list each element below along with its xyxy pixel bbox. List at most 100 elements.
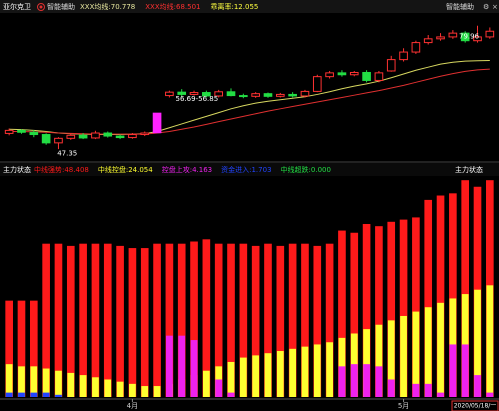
bar bbox=[227, 243, 235, 397]
legend-entry: 资金进入:1.703 bbox=[221, 165, 271, 174]
candle-body bbox=[485, 30, 495, 38]
candle-body bbox=[78, 134, 88, 139]
bar bbox=[129, 383, 136, 397]
bar bbox=[412, 217, 420, 397]
bar bbox=[190, 340, 198, 397]
legend-entry: 中线强势:48.408 bbox=[34, 165, 89, 174]
bar bbox=[486, 392, 494, 397]
indicator-side-label[interactable]: 智能辅助 bbox=[446, 2, 474, 11]
candle-body bbox=[362, 71, 371, 81]
settings-icon[interactable]: ⚙ bbox=[483, 3, 489, 11]
candle-body bbox=[386, 59, 396, 72]
bar bbox=[436, 195, 445, 397]
bar bbox=[289, 348, 297, 397]
candle-body bbox=[91, 132, 100, 139]
bar bbox=[153, 243, 161, 397]
bar bbox=[227, 392, 235, 397]
candle-body bbox=[54, 137, 63, 144]
bar bbox=[252, 355, 260, 397]
price-annotation: 79.96 bbox=[459, 33, 480, 41]
x-tick-label: 5月 bbox=[398, 402, 409, 410]
candle-body bbox=[165, 91, 174, 97]
bar bbox=[387, 320, 395, 397]
bar bbox=[165, 335, 173, 397]
header-item: XXX均线:68.501 bbox=[145, 2, 200, 11]
bar bbox=[412, 383, 420, 397]
bar bbox=[215, 379, 223, 397]
bar bbox=[424, 383, 432, 397]
bar bbox=[251, 245, 260, 397]
candle-body bbox=[103, 132, 113, 137]
stock-name: 亚尔克卫 bbox=[3, 2, 31, 11]
bar bbox=[338, 366, 346, 397]
bar bbox=[461, 180, 470, 397]
bar bbox=[55, 370, 62, 397]
legend-entry: 控盘上攻:4.163 bbox=[162, 165, 212, 174]
bar bbox=[128, 248, 137, 397]
bar bbox=[449, 193, 457, 397]
top-header-bar bbox=[0, 0, 499, 13]
bar bbox=[239, 243, 248, 397]
bar bbox=[288, 243, 297, 397]
close-icon[interactable]: × bbox=[492, 3, 498, 11]
bar bbox=[387, 221, 396, 397]
bar bbox=[42, 243, 50, 397]
indicator-icon bbox=[37, 3, 45, 11]
bar bbox=[301, 346, 309, 397]
bar bbox=[140, 248, 149, 397]
bar bbox=[92, 377, 99, 397]
bar bbox=[264, 243, 272, 397]
candle-body bbox=[214, 91, 224, 97]
bar bbox=[400, 315, 407, 397]
bar bbox=[461, 344, 469, 397]
bar bbox=[363, 364, 370, 397]
bar bbox=[67, 372, 75, 397]
bar bbox=[276, 245, 285, 397]
bar bbox=[449, 344, 457, 397]
candle-body bbox=[423, 38, 433, 44]
price-annotation: 47.35 bbox=[57, 150, 77, 158]
bottom-header-bar bbox=[0, 163, 499, 176]
bar bbox=[313, 344, 321, 397]
bar bbox=[5, 364, 13, 397]
legend-entry: 中线超跌:0.000 bbox=[281, 165, 331, 174]
candle-body bbox=[349, 71, 359, 76]
candle-body bbox=[300, 90, 310, 97]
candle-body bbox=[152, 112, 162, 134]
candle-body bbox=[460, 32, 470, 42]
indicator-name[interactable]: 智能辅助 bbox=[47, 2, 75, 11]
bar bbox=[424, 307, 432, 397]
bar bbox=[474, 375, 481, 397]
price-annotation: 56.69-56.85 bbox=[176, 95, 219, 103]
legend-entry: 中线控盘:24.054 bbox=[98, 165, 153, 174]
bar bbox=[54, 243, 63, 397]
bar bbox=[227, 361, 235, 397]
bar bbox=[350, 232, 359, 397]
bar bbox=[30, 366, 38, 397]
bar bbox=[18, 366, 25, 397]
moving-average-line bbox=[9, 68, 490, 135]
bar bbox=[202, 370, 210, 397]
candle-body bbox=[436, 36, 445, 40]
bar bbox=[326, 342, 334, 397]
candle-body bbox=[263, 93, 273, 97]
candle-body bbox=[189, 92, 199, 95]
bar bbox=[190, 241, 198, 397]
candle-body bbox=[128, 134, 137, 139]
bar bbox=[375, 366, 383, 397]
candle-body bbox=[202, 92, 211, 97]
candle-body bbox=[239, 95, 248, 98]
bar bbox=[165, 243, 174, 397]
candle-body bbox=[374, 72, 384, 81]
cursor-date-box bbox=[451, 400, 499, 411]
candle-body bbox=[473, 36, 482, 42]
bar bbox=[276, 351, 284, 397]
bar bbox=[375, 226, 383, 397]
bar bbox=[239, 357, 247, 397]
bar bbox=[17, 300, 26, 397]
bar bbox=[178, 335, 186, 397]
bar bbox=[412, 311, 420, 397]
bar bbox=[66, 245, 75, 397]
